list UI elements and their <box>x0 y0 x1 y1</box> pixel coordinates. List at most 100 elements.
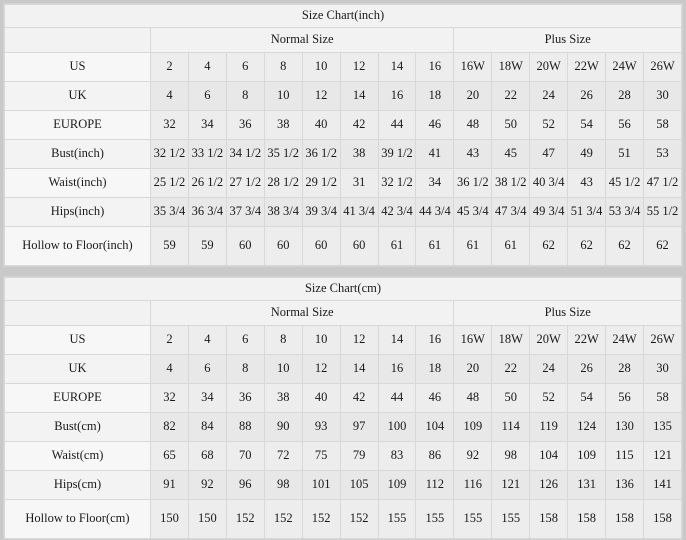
size-value-cell: 8 <box>225 354 265 384</box>
size-group-header: Plus Size <box>453 300 682 326</box>
size-value-cell: 55 1/2 <box>642 197 683 227</box>
size-value-cell: 88 <box>225 412 265 442</box>
size-value-cell: 91 <box>150 470 189 500</box>
table-row: Hollow to Floor(inch) 59 59 60 60 60 60 61 61 61 6… <box>4 226 683 266</box>
size-value-cell: 61 <box>377 226 417 266</box>
size-value-cell: 59 <box>187 226 227 266</box>
size-value-cell: 52 <box>529 110 569 140</box>
size-value-cell: 16W <box>453 325 493 355</box>
size-value-cell: 14 <box>339 81 379 111</box>
size-value-cell: 44 3/4 <box>415 197 455 227</box>
table-row: Waist(inch) 25 1/2 26 1/2 27 1/2 28 1/2 29 1/… <box>4 168 683 198</box>
size-value-cell: 34 <box>187 383 227 413</box>
size-value-cell: 141 <box>642 470 683 500</box>
size-value-cell: 6 <box>225 325 265 355</box>
size-value-cell: 28 <box>605 81 644 111</box>
size-value-cell: 53 <box>642 139 683 169</box>
size-value-cell: 40 3/4 <box>529 168 569 198</box>
size-value-cell: 39 3/4 <box>301 197 341 227</box>
size-value-cell: 16 <box>415 325 455 355</box>
size-value-cell: 12 <box>339 325 379 355</box>
size-value-cell: 93 <box>301 412 341 442</box>
size-value-cell: 26 <box>567 81 607 111</box>
size-value-cell: 109 <box>567 441 607 471</box>
size-value-cell: 121 <box>642 441 683 471</box>
size-value-cell: 75 <box>301 441 341 471</box>
size-chart-inch-block: Size Chart(inch) Normal Size Plus Size US 2… <box>3 3 683 267</box>
size-value-cell: 49 3/4 <box>529 197 569 227</box>
size-value-cell: 104 <box>529 441 569 471</box>
size-value-cell: 114 <box>491 412 531 442</box>
row-label: Waist(cm) <box>4 441 151 471</box>
size-value-cell: 26 1/2 <box>187 168 227 198</box>
size-value-cell: 135 <box>642 412 683 442</box>
size-value-cell: 158 <box>642 499 683 539</box>
size-value-cell: 79 <box>339 441 379 471</box>
size-value-cell: 4 <box>150 354 189 384</box>
size-value-cell: 24 <box>529 354 569 384</box>
size-value-cell: 16 <box>377 354 417 384</box>
size-value-cell: 36 <box>225 383 265 413</box>
size-value-cell: 152 <box>263 499 303 539</box>
size-value-cell: 46 <box>415 383 455 413</box>
size-value-cell: 65 <box>150 441 189 471</box>
size-value-cell: 34 1/2 <box>225 139 265 169</box>
size-value-cell: 22W <box>567 52 607 82</box>
size-value-cell: 6 <box>187 354 227 384</box>
size-value-cell: 58 <box>642 110 683 140</box>
size-value-cell: 105 <box>339 470 379 500</box>
size-value-cell: 62 <box>642 226 683 266</box>
size-value-cell: 53 3/4 <box>605 197 644 227</box>
size-group-header-row: Normal Size Plus Size <box>4 27 682 53</box>
size-value-cell: 14 <box>339 354 379 384</box>
size-value-cell: 18 <box>415 354 455 384</box>
size-value-cell: 35 3/4 <box>150 197 189 227</box>
size-value-cell: 12 <box>301 354 341 384</box>
size-value-cell: 155 <box>415 499 455 539</box>
size-value-cell: 155 <box>377 499 417 539</box>
size-value-cell: 62 <box>567 226 607 266</box>
size-group-header: Plus Size <box>453 27 682 53</box>
size-value-cell: 24W <box>605 325 644 355</box>
size-value-cell: 51 <box>605 139 644 169</box>
size-value-cell: 4 <box>187 325 227 355</box>
size-value-cell: 28 1/2 <box>263 168 303 198</box>
size-value-cell: 44 <box>377 383 417 413</box>
size-value-cell: 136 <box>605 470 644 500</box>
size-value-cell: 18 <box>415 81 455 111</box>
size-value-cell: 32 <box>150 110 189 140</box>
size-value-cell: 16 <box>377 81 417 111</box>
size-value-cell: 8 <box>263 52 303 82</box>
size-value-cell: 32 <box>150 383 189 413</box>
size-value-cell: 10 <box>301 325 341 355</box>
size-value-cell: 36 <box>225 110 265 140</box>
row-label: Waist(inch) <box>4 168 151 198</box>
size-value-cell: 8 <box>225 81 265 111</box>
size-value-cell: 36 1/2 <box>301 139 341 169</box>
size-value-cell: 51 3/4 <box>567 197 607 227</box>
table-row: US 2 4 6 8 10 12 14 16 16W 18W 20W 22W 24W 26W <box>4 52 683 82</box>
size-value-cell: 16W <box>453 52 493 82</box>
size-value-cell: 83 <box>377 441 417 471</box>
size-value-cell: 10 <box>263 81 303 111</box>
size-value-cell: 41 3/4 <box>339 197 379 227</box>
size-value-cell: 152 <box>225 499 265 539</box>
size-value-cell: 2 <box>150 325 189 355</box>
size-value-cell: 152 <box>301 499 341 539</box>
size-value-cell: 82 <box>150 412 189 442</box>
table-row: UK 4 6 8 10 12 14 16 18 20 22 24 26 28 30 <box>4 354 683 384</box>
chart-title-row: Size Chart(inch) <box>4 4 682 28</box>
size-value-cell: 104 <box>415 412 455 442</box>
size-value-cell: 59 <box>150 226 189 266</box>
size-value-cell: 28 <box>605 354 644 384</box>
size-value-cell: 150 <box>187 499 227 539</box>
size-value-cell: 32 1/2 <box>377 168 417 198</box>
size-value-cell: 22 <box>491 81 531 111</box>
size-value-cell: 43 <box>453 139 493 169</box>
size-value-cell: 50 <box>491 383 531 413</box>
size-group-header: Normal Size <box>149 27 455 53</box>
row-label: EUROPE <box>4 383 151 413</box>
size-value-cell: 38 1/2 <box>491 168 531 198</box>
size-value-cell: 16 <box>415 52 455 82</box>
row-label: Hollow to Floor(inch) <box>4 226 151 266</box>
